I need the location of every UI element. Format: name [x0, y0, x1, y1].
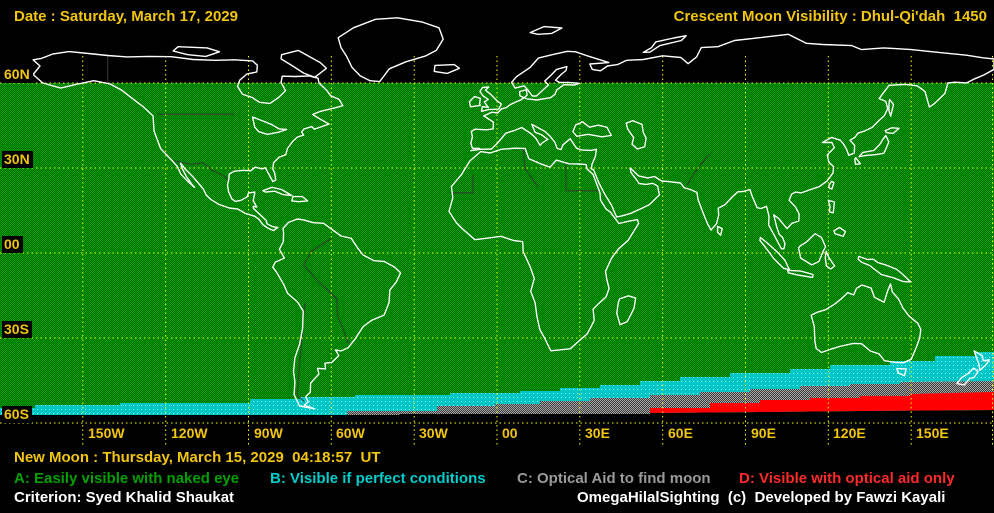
credit-line: OmegaHilalSighting (c) Developed by Fawz… [577, 489, 946, 506]
country-border [173, 160, 229, 180]
longitude-label-120w: 120W [171, 425, 208, 441]
longitude-label-30w: 30W [419, 425, 448, 441]
latitude-label-00: 00 [2, 236, 23, 253]
country-border [686, 153, 710, 186]
longitude-label-60e: 60E [668, 425, 693, 441]
latitude-label-60s: 60S [2, 406, 32, 423]
latitude-label-30n: 30N [2, 151, 33, 168]
new-moon-line: New Moon : Thursday, March 15, 2029 04:1… [14, 449, 381, 466]
world-visibility-map [0, 17, 994, 446]
page-title: Crescent Moon Visibility : Dhul-Qi'dah 1… [673, 8, 987, 25]
country-border [450, 174, 474, 194]
zone-d-region [650, 392, 994, 413]
latitude-label-60n: 60N [2, 66, 33, 83]
graticule [0, 56, 994, 446]
legend-item-c: C: Optical Aid to find moon [517, 470, 711, 487]
longitude-label-150e: 150E [916, 425, 949, 441]
longitude-label-150w: 150W [88, 425, 125, 441]
legend-item-d: D: Visible with optical aid only [739, 470, 955, 487]
date-label: Date : Saturday, March 17, 2029 [14, 8, 238, 25]
longitude-label-90e: 90E [751, 425, 776, 441]
longitude-label-00: 00 [502, 425, 518, 441]
latitude-label-30s: 30S [2, 321, 32, 338]
longitude-label-120e: 120E [833, 425, 866, 441]
coastlines [32, 17, 994, 410]
longitude-label-90w: 90W [254, 425, 283, 441]
longitude-label-60w: 60W [336, 425, 365, 441]
criterion-line: Criterion: Syed Khalid Shaukat [14, 489, 235, 506]
legend-item-b: B: Visible if perfect conditions [270, 470, 486, 487]
country-border [523, 148, 539, 189]
longitude-label-30e: 30E [585, 425, 610, 441]
legend-item-a: A: Easily visible with naked eye [14, 470, 240, 487]
